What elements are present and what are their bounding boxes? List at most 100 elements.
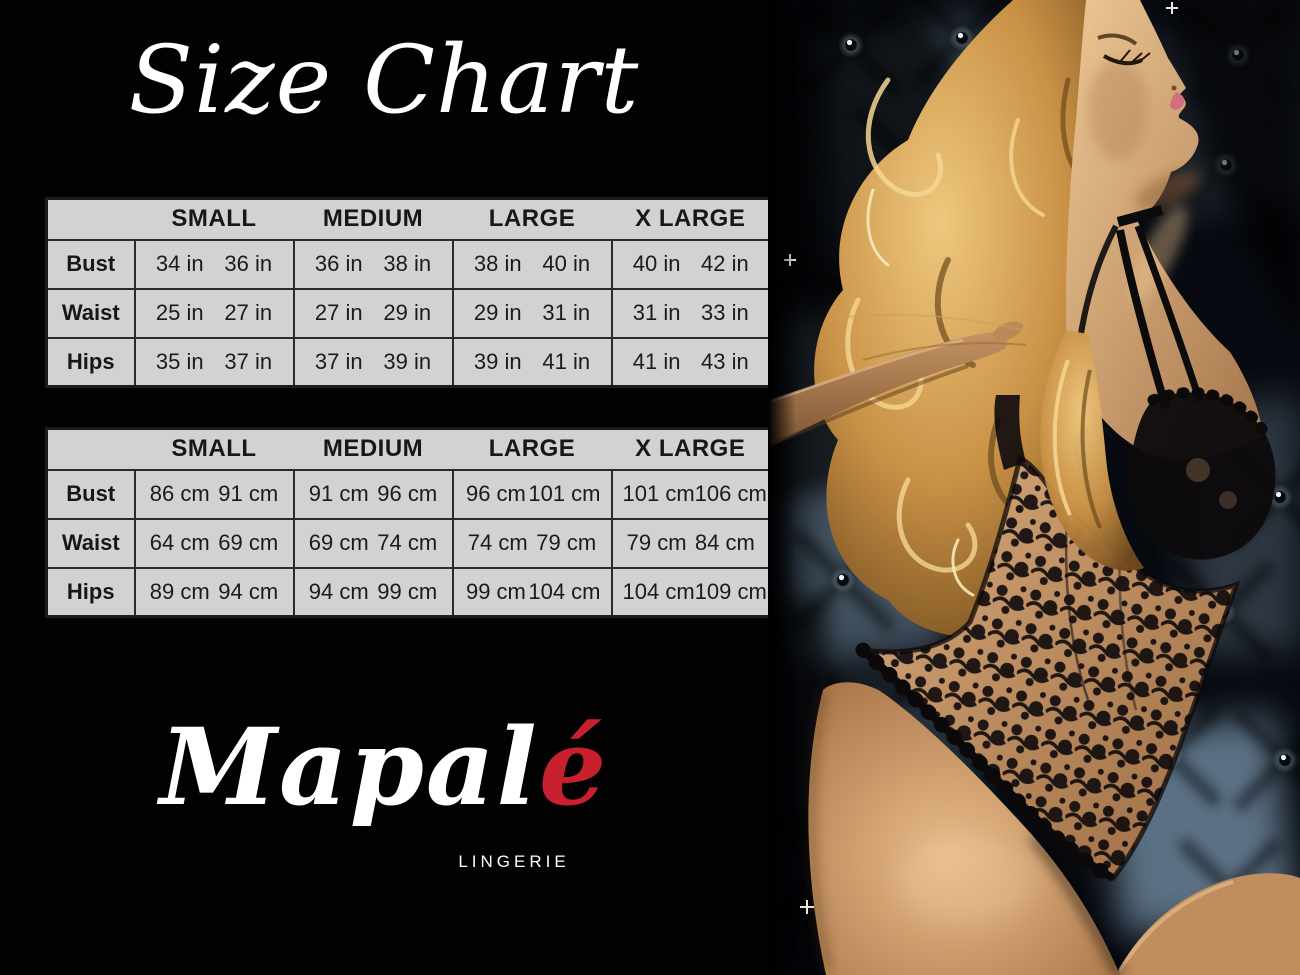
measurement-row: Hips 35 in 37 in 37 in 39 in 39 in 41 in 41 in 4… xyxy=(45,336,772,388)
size-value: 96 cm xyxy=(377,481,438,506)
size-column-header: LARGE xyxy=(452,427,612,471)
brand-name-accent: é xyxy=(538,704,609,829)
size-value: 29 in xyxy=(473,300,522,325)
size-range-cell: 104 cm 109 cm xyxy=(610,566,772,618)
size-value: 41 in xyxy=(632,348,681,374)
size-value: 64 cm xyxy=(149,530,210,555)
brand-logo-script: Mapalé xyxy=(0,706,768,828)
size-value: 36 in xyxy=(224,251,273,276)
size-value: 74 cm xyxy=(467,530,528,555)
halter-straps xyxy=(1116,205,1164,227)
lace-bra-cup xyxy=(1129,392,1276,560)
measurement-label: Bust xyxy=(45,238,136,290)
size-value: 42 in xyxy=(701,251,749,276)
size-range-cell: 27 in 29 in xyxy=(292,287,454,339)
size-table-inches: SMALL MEDIUM LARGE X LARGE Bust 34 in 36 in 36… xyxy=(45,197,772,388)
measurement-label: Waist xyxy=(45,517,136,569)
size-range-cell: 29 in 31 in xyxy=(451,287,613,339)
size-value: 37 in xyxy=(224,348,273,374)
size-value: 41 in xyxy=(542,348,591,374)
size-column-header: X LARGE xyxy=(611,427,771,471)
size-value: 106 cm xyxy=(694,481,767,506)
size-range-cell: 64 cm 69 cm xyxy=(133,517,295,569)
size-value: 94 cm xyxy=(308,578,369,604)
size-range-cell: 74 cm 79 cm xyxy=(451,517,613,569)
size-value: 36 in xyxy=(314,251,363,276)
size-range-cell: 36 in 38 in xyxy=(292,238,454,290)
eyebrow xyxy=(1097,33,1138,46)
size-range-cell: 101 cm 106 cm xyxy=(610,468,772,520)
size-value: 34 in xyxy=(155,251,204,276)
size-value: 35 in xyxy=(155,348,204,374)
size-value: 99 cm xyxy=(465,578,526,604)
size-value: 79 cm xyxy=(536,530,597,555)
size-value: 84 cm xyxy=(694,530,755,555)
measurement-row: Waist 25 in 27 in 27 in 29 in 29 in 31 in 31 in… xyxy=(45,287,772,339)
brand-subtitle: LINGERIE xyxy=(458,852,570,871)
header-row: SMALL MEDIUM LARGE X LARGE xyxy=(46,197,771,241)
size-value: 91 cm xyxy=(308,481,369,506)
lips xyxy=(1170,92,1185,110)
size-value: 40 in xyxy=(632,251,681,276)
measurement-label: Waist xyxy=(45,287,136,339)
size-range-cell: 86 cm 91 cm xyxy=(133,468,295,520)
size-value: 69 cm xyxy=(308,530,369,555)
size-range-cell: 25 in 27 in xyxy=(133,287,295,339)
measurement-row: Hips 89 cm 94 cm 94 cm 99 cm 99 cm 104 cm 104 c… xyxy=(45,566,772,618)
size-range-cell: 35 in 37 in xyxy=(133,336,295,388)
model-figure xyxy=(768,0,1300,975)
size-range-cell: 39 in 41 in xyxy=(451,336,613,388)
size-column-header: X LARGE xyxy=(611,197,771,241)
measurement-label: Hips xyxy=(45,566,136,618)
size-value: 38 in xyxy=(383,251,432,276)
size-range-cell: 91 cm 96 cm xyxy=(292,468,454,520)
arm xyxy=(768,332,1008,448)
size-value: 94 cm xyxy=(218,578,279,604)
thigh xyxy=(808,682,1120,975)
size-range-cell: 94 cm 99 cm xyxy=(292,566,454,618)
corner-cell xyxy=(46,197,135,241)
size-value: 96 cm xyxy=(465,481,526,506)
size-value: 69 cm xyxy=(218,530,279,555)
corner-cell xyxy=(46,427,135,471)
size-column-header: SMALL xyxy=(134,197,294,241)
size-value: 25 in xyxy=(155,300,204,325)
size-value: 91 cm xyxy=(218,481,279,506)
size-value: 31 in xyxy=(632,300,681,325)
measurement-row: Bust 86 cm 91 cm 91 cm 96 cm 96 cm 101 cm 101 c… xyxy=(45,468,772,520)
size-column-header: MEDIUM xyxy=(293,427,453,471)
model-photo xyxy=(768,0,1300,975)
size-value: 104 cm xyxy=(622,578,695,604)
size-range-cell: 79 cm 84 cm xyxy=(610,517,772,569)
size-value: 104 cm xyxy=(528,578,601,604)
size-value: 74 cm xyxy=(377,530,438,555)
size-value: 86 cm xyxy=(149,481,210,506)
size-value: 101 cm xyxy=(528,481,601,506)
measurement-row: Waist 64 cm 69 cm 69 cm 74 cm 74 cm 79 cm 79 cm… xyxy=(45,517,772,569)
size-range-cell: 41 in 43 in xyxy=(610,336,772,388)
size-value: 39 in xyxy=(473,348,522,374)
size-range-cell: 89 cm 94 cm xyxy=(133,566,295,618)
page-title: Size Chart xyxy=(128,26,640,135)
size-value: 99 cm xyxy=(377,578,438,604)
size-value: 29 in xyxy=(383,300,432,325)
size-value: 37 in xyxy=(314,348,363,374)
size-value: 33 in xyxy=(701,300,749,325)
header-row: SMALL MEDIUM LARGE X LARGE xyxy=(46,427,771,471)
nostril xyxy=(1171,85,1177,91)
left-panel: Size Chart SMALL MEDIUM LARGE X LARGE Bust 3… xyxy=(0,26,772,896)
size-value: 27 in xyxy=(314,300,363,325)
size-range-cell: 69 cm 74 cm xyxy=(292,517,454,569)
size-value: 38 in xyxy=(473,251,522,276)
shin xyxy=(1116,873,1300,975)
size-range-cell: 99 cm 104 cm xyxy=(451,566,613,618)
size-value: 109 cm xyxy=(694,578,767,604)
size-value: 39 in xyxy=(383,348,432,374)
size-column-header: SMALL xyxy=(134,427,294,471)
size-value: 27 in xyxy=(224,300,273,325)
size-value: 40 in xyxy=(542,251,591,276)
brand-logo: Mapalé LINGERIE xyxy=(0,706,768,896)
size-value: 43 in xyxy=(701,348,749,374)
size-value: 31 in xyxy=(542,300,591,325)
